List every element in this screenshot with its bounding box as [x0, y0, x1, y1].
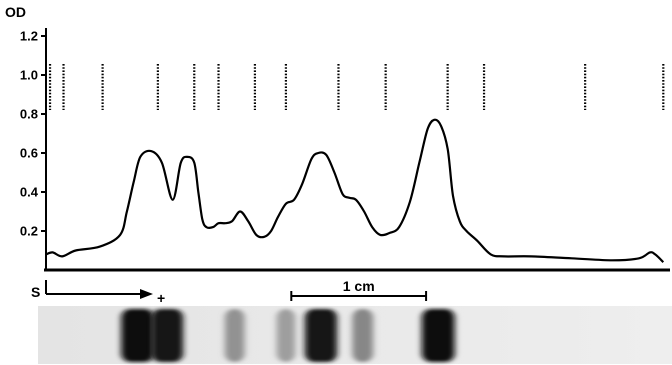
gel-band	[421, 309, 455, 362]
gel-band	[304, 309, 338, 362]
start-label: S	[31, 284, 40, 300]
gel-image	[38, 306, 672, 364]
y-tick-label: 0.2	[20, 224, 38, 239]
scale-bar-label: 1 cm	[343, 278, 375, 294]
y-tick-label: 1.2	[20, 29, 38, 44]
plot-area	[45, 118, 665, 263]
direction-arrow: S +	[31, 280, 165, 306]
y-axis: 0.2 0.4 0.6 0.8 1.0 1.2	[20, 28, 47, 270]
plus-label: +	[157, 290, 165, 306]
y-axis-label: OD	[5, 4, 26, 20]
scale-bar: 1 cm	[290, 278, 428, 301]
gel-band	[151, 309, 184, 362]
band-markers	[48, 64, 665, 110]
gel-band	[276, 309, 296, 362]
od-curve	[45, 118, 665, 263]
arrow-head	[140, 289, 153, 299]
y-tick-label: 1.0	[20, 68, 38, 83]
y-tick-label: 0.4	[20, 185, 39, 200]
y-tick-label: 0.8	[20, 107, 38, 122]
gel-band	[224, 309, 245, 362]
gel-band	[121, 309, 155, 362]
gel-band	[352, 309, 374, 362]
y-tick-label: 0.6	[20, 146, 38, 161]
